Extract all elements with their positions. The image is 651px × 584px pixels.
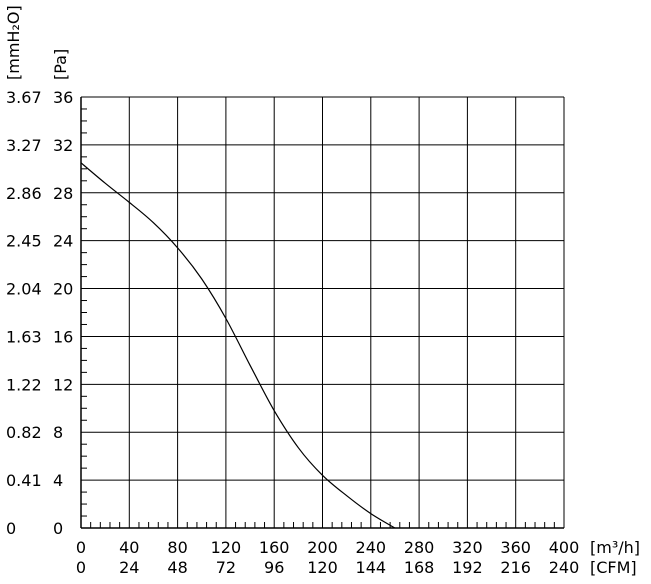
x-tick-label-m3h: 400 (549, 538, 580, 557)
x-tick-label-cfm: 168 (404, 558, 435, 577)
y-tick-label-mmh2o: 0.82 (6, 423, 42, 442)
y-tick-label-pa: 24 (53, 232, 73, 251)
x-tick-label-m3h: 200 (307, 538, 338, 557)
y-tick-label-pa: 32 (53, 136, 73, 155)
axes (80, 97, 564, 529)
y-tick-label-pa: 4 (53, 471, 63, 490)
grid (80, 96, 565, 529)
y-tick-label-pa: 16 (53, 327, 73, 346)
x-tick-label-cfm: 72 (216, 558, 236, 577)
x-tick-label-cfm: 24 (119, 558, 139, 577)
y-unit-label-pa: [Pa] (51, 49, 70, 80)
y-tick-label-mmh2o: 0 (6, 519, 16, 538)
y-tick-label-mmh2o: 1.63 (6, 327, 42, 346)
x-tick-label-m3h: 40 (119, 538, 139, 557)
x-tick-label-cfm: 240 (549, 558, 580, 577)
x-tick-label-cfm: 96 (264, 558, 284, 577)
x-tick-label-m3h: 80 (167, 538, 187, 557)
y-tick-label-mmh2o: 2.04 (6, 280, 42, 299)
x-tick-label-cfm: 144 (356, 558, 387, 577)
x-unit-label-cfm: [CFM] (590, 558, 637, 577)
y-tick-label-pa: 36 (53, 88, 73, 107)
y-tick-label-pa: 28 (53, 184, 73, 203)
y-tick-label-mmh2o: 2.45 (6, 232, 42, 251)
y-tick-label-mmh2o: 1.22 (6, 375, 42, 394)
pressure-flow-curve (80, 162, 396, 529)
x-tick-label-cfm: 192 (452, 558, 483, 577)
axis-minor-ticks (81, 108, 555, 528)
curve-layer (80, 162, 396, 529)
axis-labels: 0 00.41 40.82 81.22 121.63 162.04 202.45 242.86… (4, 5, 640, 577)
x-tick-label-m3h: 320 (452, 538, 483, 557)
x-tick-label-cfm: 216 (500, 558, 531, 577)
x-tick-label-m3h: 120 (211, 538, 242, 557)
y-tick-label-mmh2o: 0.41 (6, 471, 42, 490)
x-tick-label-cfm: 48 (167, 558, 187, 577)
x-tick-label-cfm: 120 (307, 558, 338, 577)
y-tick-label-pa: 0 (53, 519, 63, 538)
y-tick-label-pa: 12 (53, 375, 73, 394)
x-unit-label-m3h: [m³/h] (590, 538, 640, 557)
x-tick-label-m3h: 0 (76, 538, 86, 557)
y-tick-label-pa: 8 (53, 423, 63, 442)
y-unit-label-mmh2o: [mmH₂O] (4, 5, 23, 80)
y-tick-label-mmh2o: 3.67 (6, 88, 42, 107)
x-tick-label-cfm: 0 (76, 558, 86, 577)
x-tick-label-m3h: 240 (356, 538, 387, 557)
x-tick-label-m3h: 280 (404, 538, 435, 557)
x-tick-label-m3h: 160 (259, 538, 290, 557)
y-tick-label-pa: 20 (53, 280, 73, 299)
y-tick-label-mmh2o: 2.86 (6, 184, 42, 203)
x-tick-label-m3h: 360 (500, 538, 531, 557)
y-tick-label-mmh2o: 3.27 (6, 136, 42, 155)
